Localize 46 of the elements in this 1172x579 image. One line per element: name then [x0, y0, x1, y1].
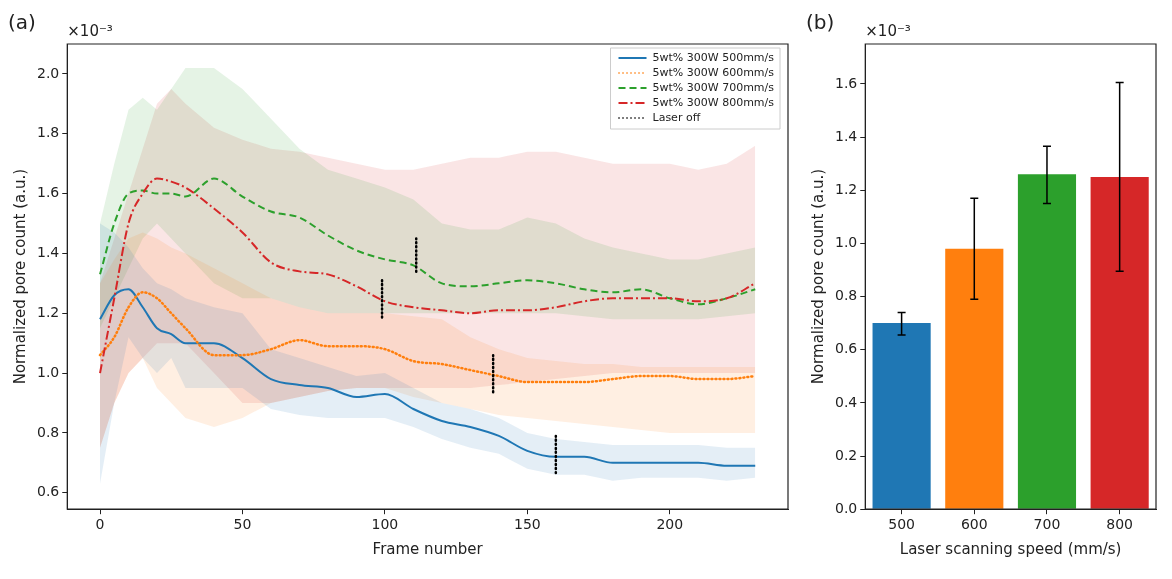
chart-title: (b): [806, 10, 835, 35]
x-tick-label: 500: [888, 516, 915, 533]
y-tick-label: 1.0: [835, 234, 858, 251]
legend-label: 5wt% 300W 800mm/s: [652, 95, 775, 109]
bar: [1090, 176, 1149, 509]
y-tick-label: 1.6: [37, 184, 60, 201]
x-tick-label: 700: [1033, 516, 1061, 533]
legend-label: 5wt% 300W 500mm/s: [652, 50, 775, 64]
y-tick-label: 1.2: [37, 303, 60, 320]
chart-title: (a): [8, 10, 36, 35]
x-tick-label: 0: [95, 516, 105, 533]
y-tick-label: 0.4: [835, 393, 858, 410]
legend-label: Laser off: [652, 110, 701, 124]
y-tick-label: 0.8: [835, 287, 858, 304]
y-tick-label: 0.8: [37, 423, 60, 440]
y-tick-label: 1.0: [37, 363, 60, 380]
x-tick-label: 150: [513, 516, 541, 533]
y-axis-title: Normalized pore count (a.u.): [10, 168, 29, 385]
y-tick-label: 0.2: [835, 446, 858, 463]
line-series: [99, 177, 757, 306]
y-tick-label: 2.0: [37, 64, 60, 81]
x-axis-title: Laser scanning speed (mm/s): [899, 539, 1122, 558]
legend-label: 5wt% 300W 700mm/s: [652, 80, 775, 94]
y-tick-label: 0.6: [835, 340, 858, 357]
y-tick-label: 1.4: [37, 244, 60, 261]
x-tick-label: 50: [233, 516, 252, 533]
y-tick-label: 1.6: [835, 74, 858, 91]
x-tick-label: 200: [656, 516, 684, 533]
y-tick-label: 1.8: [37, 124, 60, 141]
y-axis-title: Normalized pore count (a.u.): [808, 168, 827, 385]
text: ×10⁻³: [67, 22, 113, 41]
x-axis-title: Frame number: [372, 539, 484, 558]
line-series: [99, 288, 757, 467]
y-tick-label: 0.0: [835, 499, 858, 516]
line-series: [98, 291, 757, 384]
text: ×10⁻³: [865, 22, 911, 41]
bar: [945, 248, 1004, 509]
y-tick-label: 0.6: [37, 483, 60, 500]
y-tick-label: 1.2: [835, 180, 858, 197]
y-tick-label: 1.4: [835, 127, 858, 144]
x-tick-label: 100: [371, 516, 399, 533]
x-tick-label: 800: [1106, 516, 1134, 533]
bar: [872, 323, 931, 509]
legend-label: 5wt% 300W 600mm/s: [652, 65, 775, 79]
x-tick-label: 600: [960, 516, 988, 533]
bar: [1017, 174, 1077, 509]
